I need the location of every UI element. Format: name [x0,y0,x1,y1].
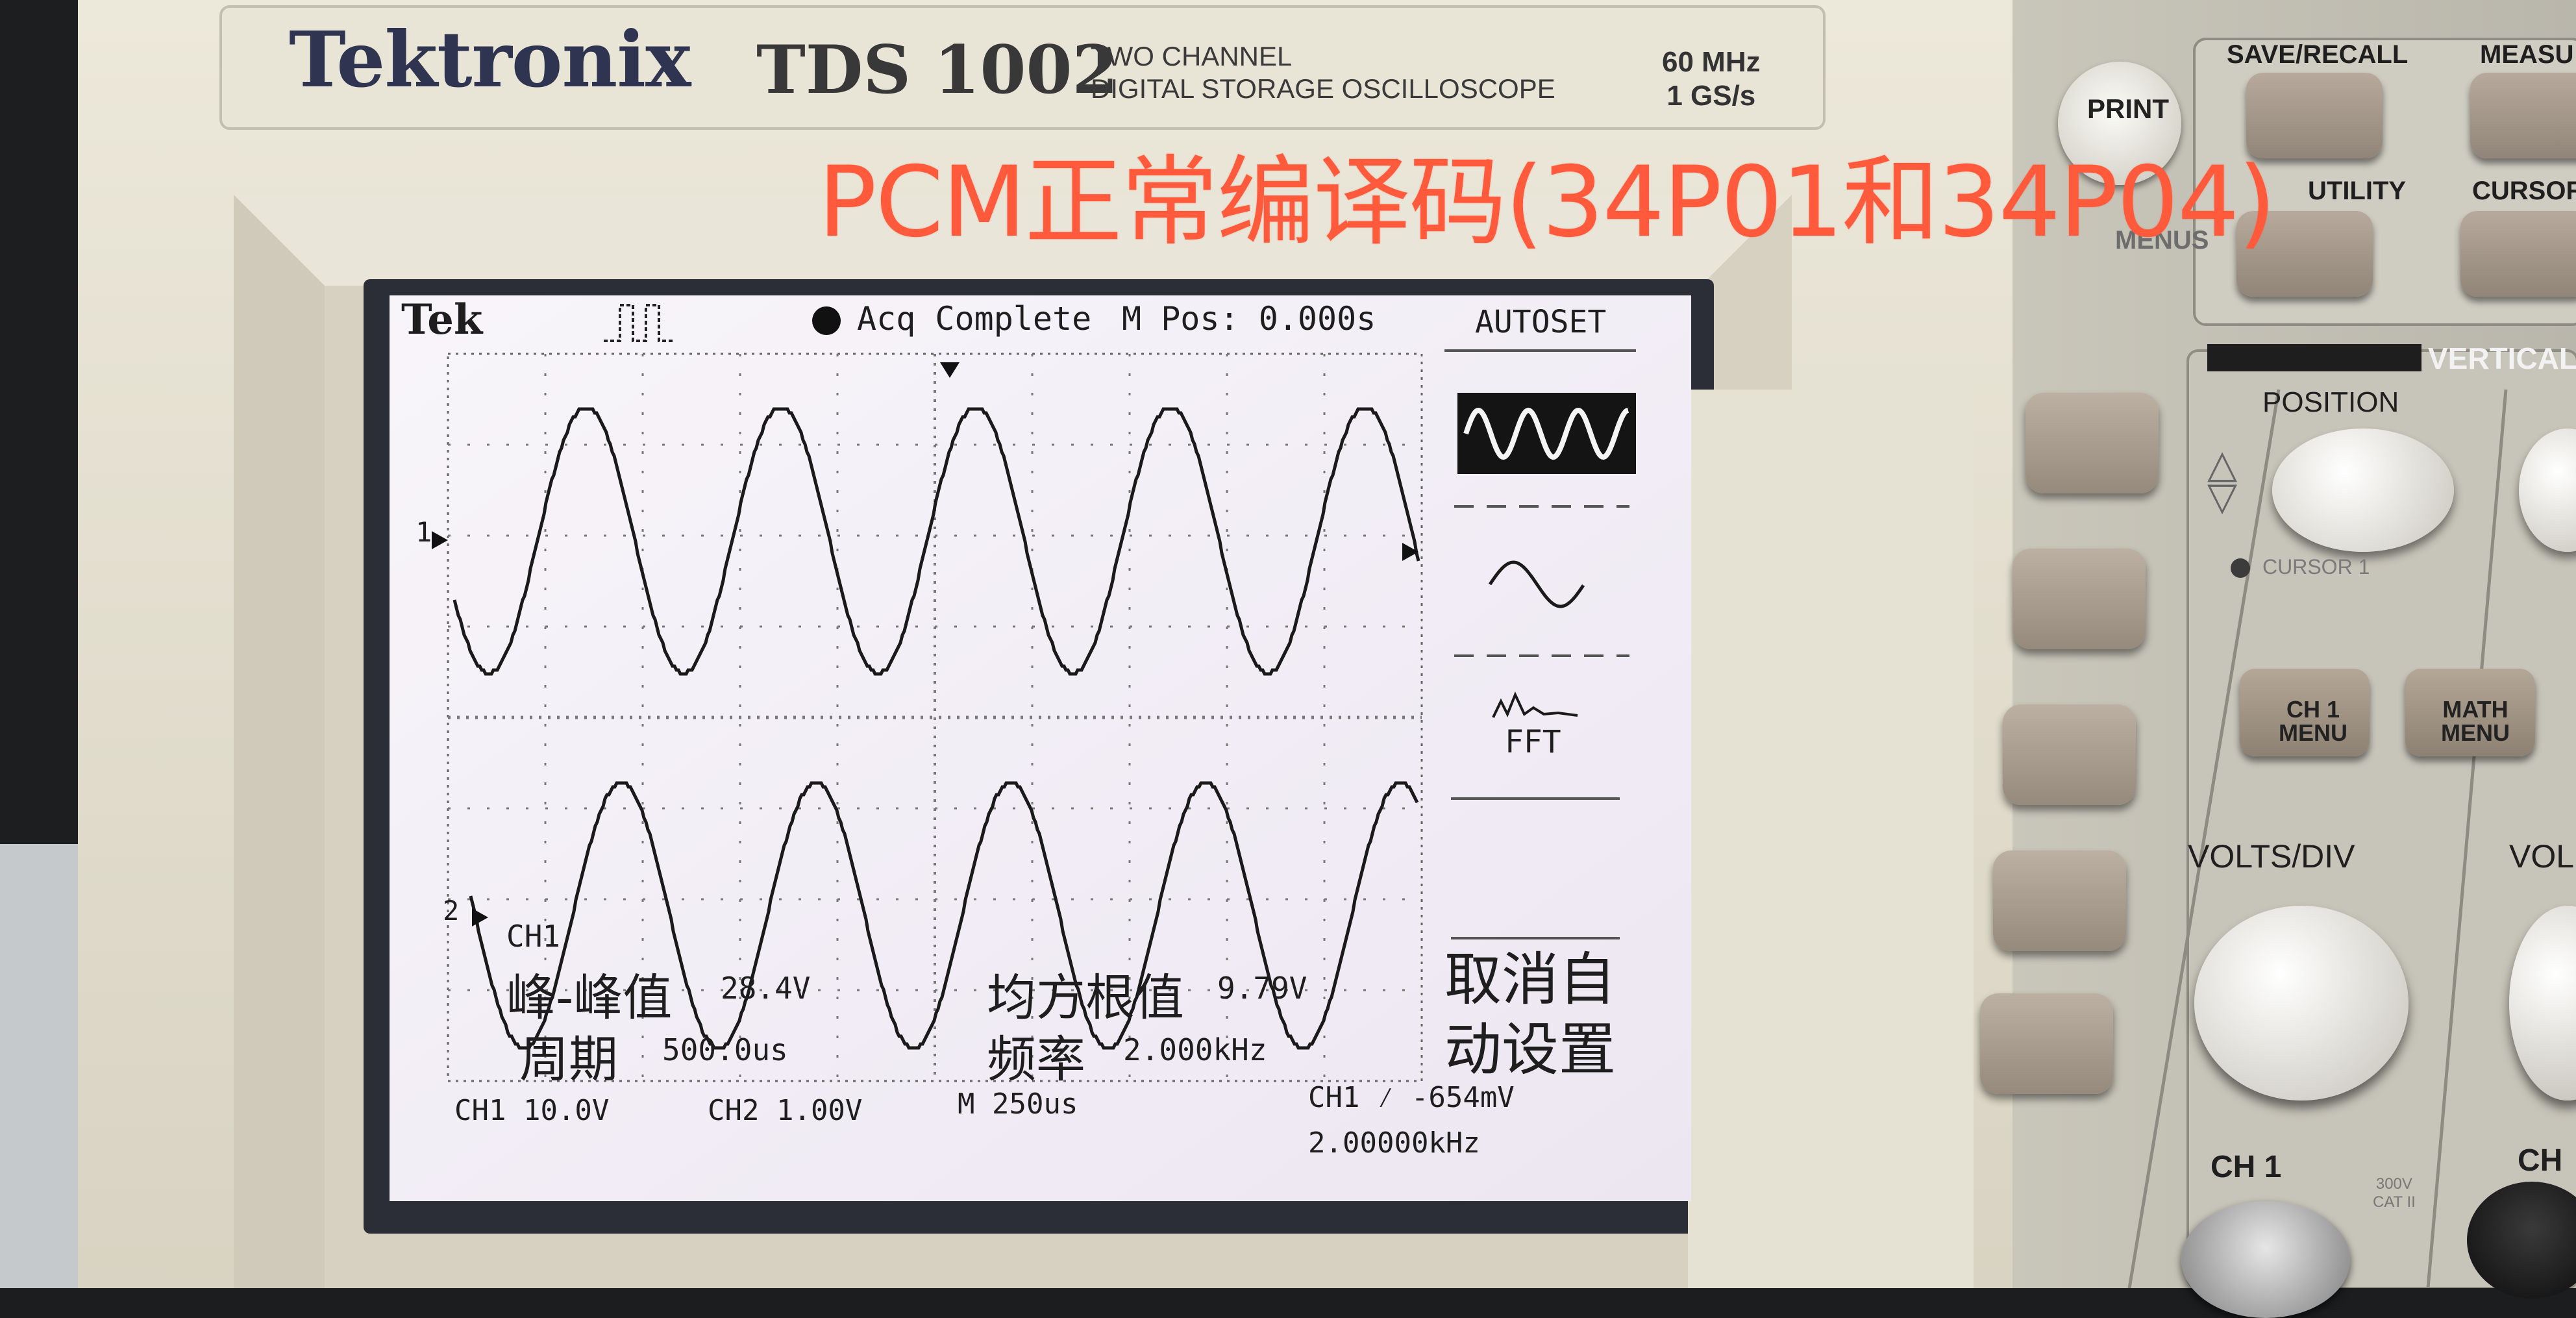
measure-button[interactable] [2470,73,2576,158]
period-value: 500.0us [662,1032,788,1067]
freq-label: 频率 [987,1030,1085,1088]
menus-label: MENUS [2115,226,2209,255]
oscilloscope-screen [390,295,1691,1201]
ch1-input-label: CH 1 [2211,1150,2282,1184]
time-scale: M 250us [958,1088,1078,1121]
softkey-4[interactable] [1993,851,2126,951]
volts-div-label-ch2: VOL [2509,838,2575,875]
freq-value: 2.000kHz [1123,1032,1267,1067]
menu-title-autoset: AUTOSET [1475,304,1607,340]
trigger-pulse-icon [604,304,675,342]
model-description: TWO CHANNEL DIGITAL STORAGE OSCILLOSCOPE [1091,41,1555,104]
cursor-label: CURSOR [2472,177,2576,205]
rms-value: 9.79V [1217,971,1307,1006]
ch1-bnc-connector[interactable] [2181,1201,2350,1318]
period-label: 周期 [519,1030,618,1088]
ch2-ground-marker [472,908,488,926]
menu-separators [1444,349,1636,939]
save-recall-label: SAVE/RECALL [2227,40,2409,69]
bandwidth-spec: 60 MHz 1 GS/s [1662,46,1761,112]
brand-logo: Tektronix [289,14,691,105]
print-label: PRINT [2087,93,2169,124]
vpp-value: 28.4V [721,971,811,1006]
ch1-volts-div-knob[interactable] [2194,906,2409,1100]
fft-icon[interactable] [1492,691,1578,718]
undo-autoset-option[interactable]: 取消自 动设置 [1444,946,1616,1083]
cat-rating: 300V CAT II [2373,1175,2416,1211]
acq-status-icon [812,306,841,335]
math-menu-button[interactable] [2405,669,2535,756]
ch1-position-knob[interactable] [2272,429,2454,552]
softkey-2[interactable] [2012,549,2146,649]
vpp-label: 峰-峰值 [506,969,673,1026]
ch1-ground-marker [432,531,448,549]
waveform-traces [452,407,1420,1050]
volts-div-label: VOLTS/DIV [2188,838,2355,875]
autoset-multicycle-option[interactable] [1457,393,1636,474]
math-menu-label: MATH MENU [2441,696,2510,746]
trigger-position-marker [940,362,960,378]
ch1-scale: CH1 10.0V [454,1094,610,1127]
ch1-marker-label: 1 [415,516,432,548]
ch1-menu-button[interactable] [2240,669,2370,756]
fft-label[interactable]: FFT [1505,724,1561,760]
softkey-5[interactable] [1980,993,2113,1094]
ch1-menu-label: CH 1 MENU [2279,696,2347,746]
cursor1-label: CURSOR 1 [2262,555,2370,578]
meas-channel: CH1 [506,919,561,954]
save-recall-button[interactable] [2246,73,2383,158]
m-position: M Pos: 0.000s [1122,300,1376,338]
rms-label: 均方根值 [987,969,1184,1026]
utility-label: UTILITY [2308,177,2407,205]
vertical-section-label: VERTICAL [2428,342,2576,375]
model-number: TDS 1002 [756,31,1119,109]
sine-multi-icon [1463,407,1629,460]
cursor-button[interactable] [2460,211,2576,297]
position-label: POSITION [2262,386,2399,418]
cursor1-led [2231,558,2250,578]
acq-status: Acq Complete [857,300,1092,338]
ch2-marker-label: 2 [443,895,460,926]
label-plate [219,5,1826,130]
utility-button[interactable] [2236,211,2373,297]
trigger-level-marker [1402,543,1418,561]
trigger-frequency: 2.00000kHz [1308,1126,1480,1160]
trigger-readout: CH1 ⁄ -654mV [1308,1081,1515,1114]
sine-single-icon[interactable] [1488,560,1585,608]
softkey-3[interactable] [2003,704,2136,805]
softkey-1[interactable] [2025,393,2159,493]
measure-label: MEASU [2480,40,2574,69]
graticule [447,353,1423,1082]
ch1-waveform [452,407,1420,676]
ch2-input-label: CH [2518,1143,2563,1178]
ch2-bnc-connector[interactable] [2467,1182,2576,1299]
overlay-caption: PCM正常编译码(34P01和34P04) [818,146,2276,259]
tek-label: Tek [401,295,483,344]
position-arrows-icon: △ ▽ [2207,441,2238,519]
ch2-scale: CH2 1.00V [708,1094,863,1127]
ch2-waveform [469,781,1419,1050]
print-button[interactable] [2058,62,2181,185]
